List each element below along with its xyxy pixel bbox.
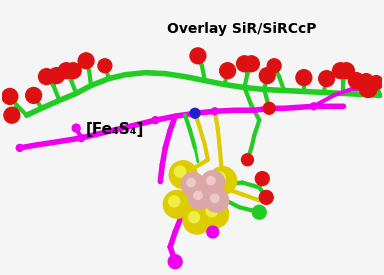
Circle shape — [214, 172, 225, 183]
Circle shape — [78, 134, 84, 141]
Circle shape — [242, 154, 253, 166]
Circle shape — [359, 74, 373, 87]
Circle shape — [48, 68, 64, 84]
Text: Overlay SiR/SiRCcP: Overlay SiR/SiRCcP — [167, 22, 316, 35]
Circle shape — [237, 56, 252, 72]
Circle shape — [348, 73, 364, 89]
Circle shape — [310, 103, 317, 110]
Circle shape — [58, 63, 74, 79]
Circle shape — [189, 212, 200, 223]
Circle shape — [210, 194, 219, 202]
Circle shape — [78, 53, 94, 69]
Circle shape — [359, 79, 377, 97]
Circle shape — [152, 117, 159, 124]
Circle shape — [207, 226, 219, 238]
Text: [Fe₄S₄]: [Fe₄S₄] — [86, 122, 144, 137]
Circle shape — [190, 48, 206, 64]
Circle shape — [65, 63, 81, 79]
Circle shape — [220, 63, 235, 79]
Circle shape — [163, 191, 191, 218]
Circle shape — [259, 68, 275, 84]
Circle shape — [266, 105, 273, 112]
Circle shape — [255, 172, 269, 186]
Circle shape — [175, 166, 186, 177]
Circle shape — [209, 167, 237, 194]
Circle shape — [169, 196, 180, 207]
Circle shape — [369, 76, 383, 89]
Circle shape — [181, 173, 205, 196]
Circle shape — [333, 63, 348, 79]
Circle shape — [2, 89, 18, 104]
Circle shape — [205, 188, 228, 212]
Circle shape — [168, 255, 182, 269]
Circle shape — [187, 178, 195, 187]
Circle shape — [339, 63, 354, 79]
Circle shape — [16, 144, 23, 151]
Circle shape — [201, 200, 228, 228]
Circle shape — [26, 87, 41, 103]
Circle shape — [169, 161, 197, 188]
Circle shape — [211, 108, 218, 115]
Circle shape — [183, 206, 211, 234]
Circle shape — [296, 70, 312, 86]
Circle shape — [207, 176, 215, 185]
Circle shape — [319, 71, 334, 87]
Circle shape — [252, 205, 266, 219]
Circle shape — [267, 59, 281, 73]
Circle shape — [259, 191, 273, 204]
Circle shape — [98, 59, 112, 73]
Circle shape — [38, 69, 55, 84]
Circle shape — [243, 56, 259, 72]
Circle shape — [72, 124, 80, 132]
Circle shape — [263, 102, 275, 114]
Circle shape — [4, 107, 20, 123]
Circle shape — [194, 191, 202, 200]
Circle shape — [201, 171, 225, 194]
Circle shape — [188, 186, 212, 209]
Circle shape — [206, 206, 217, 217]
Circle shape — [190, 108, 200, 118]
